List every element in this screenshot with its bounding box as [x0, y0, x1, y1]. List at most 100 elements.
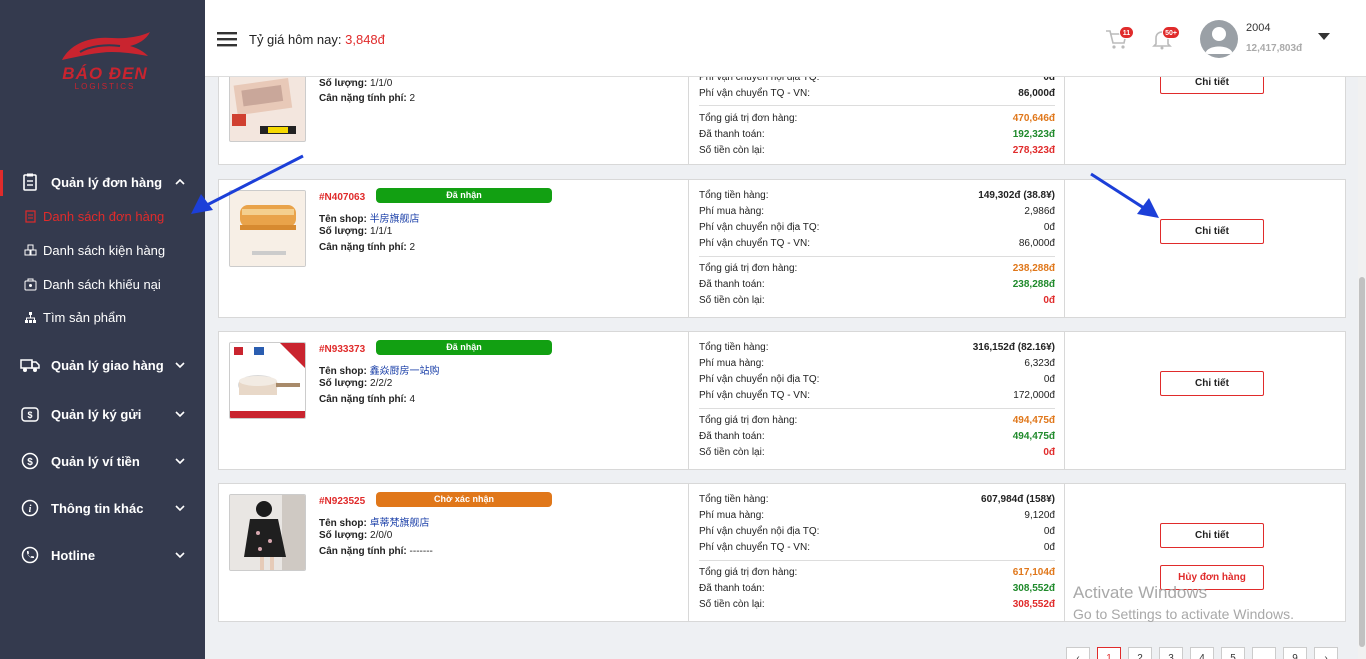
truck-icon	[20, 359, 40, 372]
avatar[interactable]	[1200, 20, 1238, 58]
detail-button[interactable]: Chi tiết	[1160, 219, 1264, 244]
weight-line: Cân nặng tính phí: 2	[319, 93, 416, 104]
fin-order-total: Tổng giá trị đơn hàng: 470,646đ	[699, 113, 1055, 124]
fin-domestic-fee: Phí vận chuyển nội địa TQ: 0đ	[699, 77, 1055, 83]
order-id[interactable]: #N933373	[319, 344, 366, 355]
pagination-next[interactable]: ›	[1314, 647, 1338, 659]
nav-order-management[interactable]: Quản lý đơn hàng	[0, 170, 205, 194]
detail-button[interactable]: Chi tiết	[1160, 77, 1264, 94]
notification-badge: 50+	[1162, 26, 1180, 39]
cancel-order-button[interactable]: Hủy đơn hàng	[1160, 565, 1264, 590]
info-icon: i	[21, 499, 39, 517]
fin-goods-total: Tổng tiền hàng: 149,302đ (38.8¥)	[699, 190, 1055, 201]
product-thumbnail[interactable]	[229, 190, 306, 267]
detail-button[interactable]: Chi tiết	[1160, 371, 1264, 396]
status-badge: Đã nhận	[376, 340, 552, 355]
nav-delivery-management-label: Quản lý giao hàng	[51, 358, 164, 373]
detail-button[interactable]: Chi tiết	[1160, 523, 1264, 548]
fin-goods-total: Tổng tiền hàng: 316,152đ (82.16¥)	[699, 342, 1055, 353]
nav-order-management-label: Quản lý đơn hàng	[51, 175, 163, 190]
chevron-up-icon	[175, 178, 185, 185]
nav-wallet-management[interactable]: $ Quản lý ví tiền	[0, 449, 205, 473]
annotation-arrow-icon	[191, 154, 304, 214]
nav-delivery-management[interactable]: Quản lý giao hàng	[0, 353, 205, 377]
pagination-page-2[interactable]: 2	[1128, 647, 1152, 659]
scrollbar-thumb[interactable]	[1359, 277, 1365, 647]
product-image	[230, 191, 305, 266]
money-bag-icon: $	[21, 407, 39, 422]
pagination-page-3[interactable]: 3	[1159, 647, 1183, 659]
nav-find-product[interactable]: Tìm sản phẩm	[0, 307, 205, 327]
logo-subtitle: LOGISTICS	[74, 82, 136, 91]
phone-icon	[21, 546, 39, 564]
pagination-page-9[interactable]: 9	[1283, 647, 1307, 659]
fin-paid: Đã thanh toán: 308,552đ	[699, 583, 1055, 594]
qty-line: Số lượng: 2/2/2	[319, 378, 393, 389]
logo-text: BÁO ĐEN	[62, 64, 148, 83]
pagination-prev[interactable]: ‹	[1066, 647, 1090, 659]
fin-paid: Đã thanh toán: 192,323đ	[699, 129, 1055, 140]
document-icon	[25, 210, 36, 223]
nav-package-list[interactable]: Danh sách kiện hàng	[0, 240, 205, 260]
nav-consignment-management[interactable]: $ Quản lý ký gửi	[0, 402, 205, 426]
product-thumbnail[interactable]	[229, 494, 306, 571]
fin-remaining: Số tiền còn lại: 278,323đ	[699, 145, 1055, 156]
clipboard-icon	[23, 173, 37, 191]
qty-line: Số lượng: 2/0/0	[319, 530, 393, 541]
weight-line: Cân nặng tính phí: 4	[319, 394, 416, 405]
nav-complaint-list[interactable]: Danh sách khiếu nại	[0, 274, 205, 294]
user-name: 2004	[1246, 22, 1271, 34]
user-avatar-icon	[1205, 27, 1233, 54]
order-card: #N923525 Chờ xác nhận Tên shop: 卓蒂梵旗舰店 S…	[218, 483, 1346, 622]
nav-other-info[interactable]: i Thông tin khác	[0, 496, 205, 520]
pagination-page-1[interactable]: 1	[1097, 647, 1121, 659]
product-image	[230, 495, 305, 570]
qty-line: Số lượng: 1/1/1	[319, 226, 393, 237]
annotation-arrow-icon	[1090, 172, 1159, 218]
fin-intl-fee: Phí vận chuyển TQ - VN: 86,000đ	[699, 238, 1055, 249]
nav-consignment-management-label: Quản lý ký gửi	[51, 407, 142, 422]
order-card: #N407063 Đã nhận Tên shop: 半房旗舰店 Số lượn…	[218, 179, 1346, 318]
exchange-rate: Tỷ giá hôm nay: 3,848đ	[249, 32, 385, 47]
brand-logo[interactable]: BÁO ĐEN LOGISTICS	[50, 30, 160, 96]
svg-text:$: $	[27, 410, 32, 420]
nav-order-list-label: Danh sách đơn hàng	[43, 209, 165, 224]
boxes-icon	[24, 244, 37, 256]
nav-hotline[interactable]: Hotline	[0, 543, 205, 567]
weight-line: Cân nặng tính phí: 2	[319, 242, 416, 253]
chevron-down-icon	[175, 458, 185, 465]
product-thumbnail[interactable]	[229, 342, 306, 419]
chevron-down-icon	[175, 362, 185, 369]
nav-find-product-label: Tìm sản phẩm	[43, 310, 127, 325]
product-thumbnail[interactable]	[229, 77, 306, 142]
order-id[interactable]: #N407063	[319, 192, 366, 203]
caret-down-icon[interactable]	[1317, 32, 1331, 42]
shop-line: Tên shop: 卓蒂梵旗舰店	[319, 518, 430, 529]
fin-buy-fee: Phí mua hàng: 6,323đ	[699, 358, 1055, 369]
nav-order-list[interactable]: Danh sách đơn hàng	[0, 206, 205, 226]
fin-intl-fee: Phí vận chuyển TQ - VN: 0đ	[699, 542, 1055, 553]
active-indicator	[0, 170, 3, 196]
complaint-box-icon	[24, 278, 37, 291]
product-image	[232, 77, 296, 134]
fin-buy-fee: Phí mua hàng: 9,120đ	[699, 510, 1055, 521]
svg-text:i: i	[29, 504, 32, 515]
nav-package-list-label: Danh sách kiện hàng	[43, 243, 166, 258]
nav-wallet-management-label: Quản lý ví tiền	[51, 454, 140, 469]
pagination-page-5[interactable]: 5	[1221, 647, 1245, 659]
fin-remaining: Số tiền còn lại: 308,552đ	[699, 599, 1055, 610]
sidebar: BÁO ĐEN LOGISTICS Quản lý đơn hàng Danh …	[0, 0, 205, 659]
fin-domestic-fee: Phí vận chuyển nội địa TQ: 0đ	[699, 526, 1055, 537]
activation-watermark-title: Activate Windows	[1073, 583, 1208, 602]
nav-hotline-label: Hotline	[51, 548, 96, 563]
shop-line: Tên shop: 半房旗舰店	[319, 214, 420, 225]
activation-watermark-text: Go to Settings to activate Windows.	[1073, 606, 1294, 622]
nav-other-info-label: Thông tin khác	[51, 501, 144, 516]
hamburger-menu-icon[interactable]	[217, 31, 237, 47]
order-id[interactable]: #N923525	[319, 496, 366, 507]
cart-badge: 11	[1119, 26, 1134, 39]
pagination-page-4[interactable]: 4	[1190, 647, 1214, 659]
fin-paid: Đã thanh toán: 494,475đ	[699, 431, 1055, 442]
svg-text:$: $	[27, 457, 33, 468]
nav-complaint-list-label: Danh sách khiếu nại	[43, 277, 161, 292]
